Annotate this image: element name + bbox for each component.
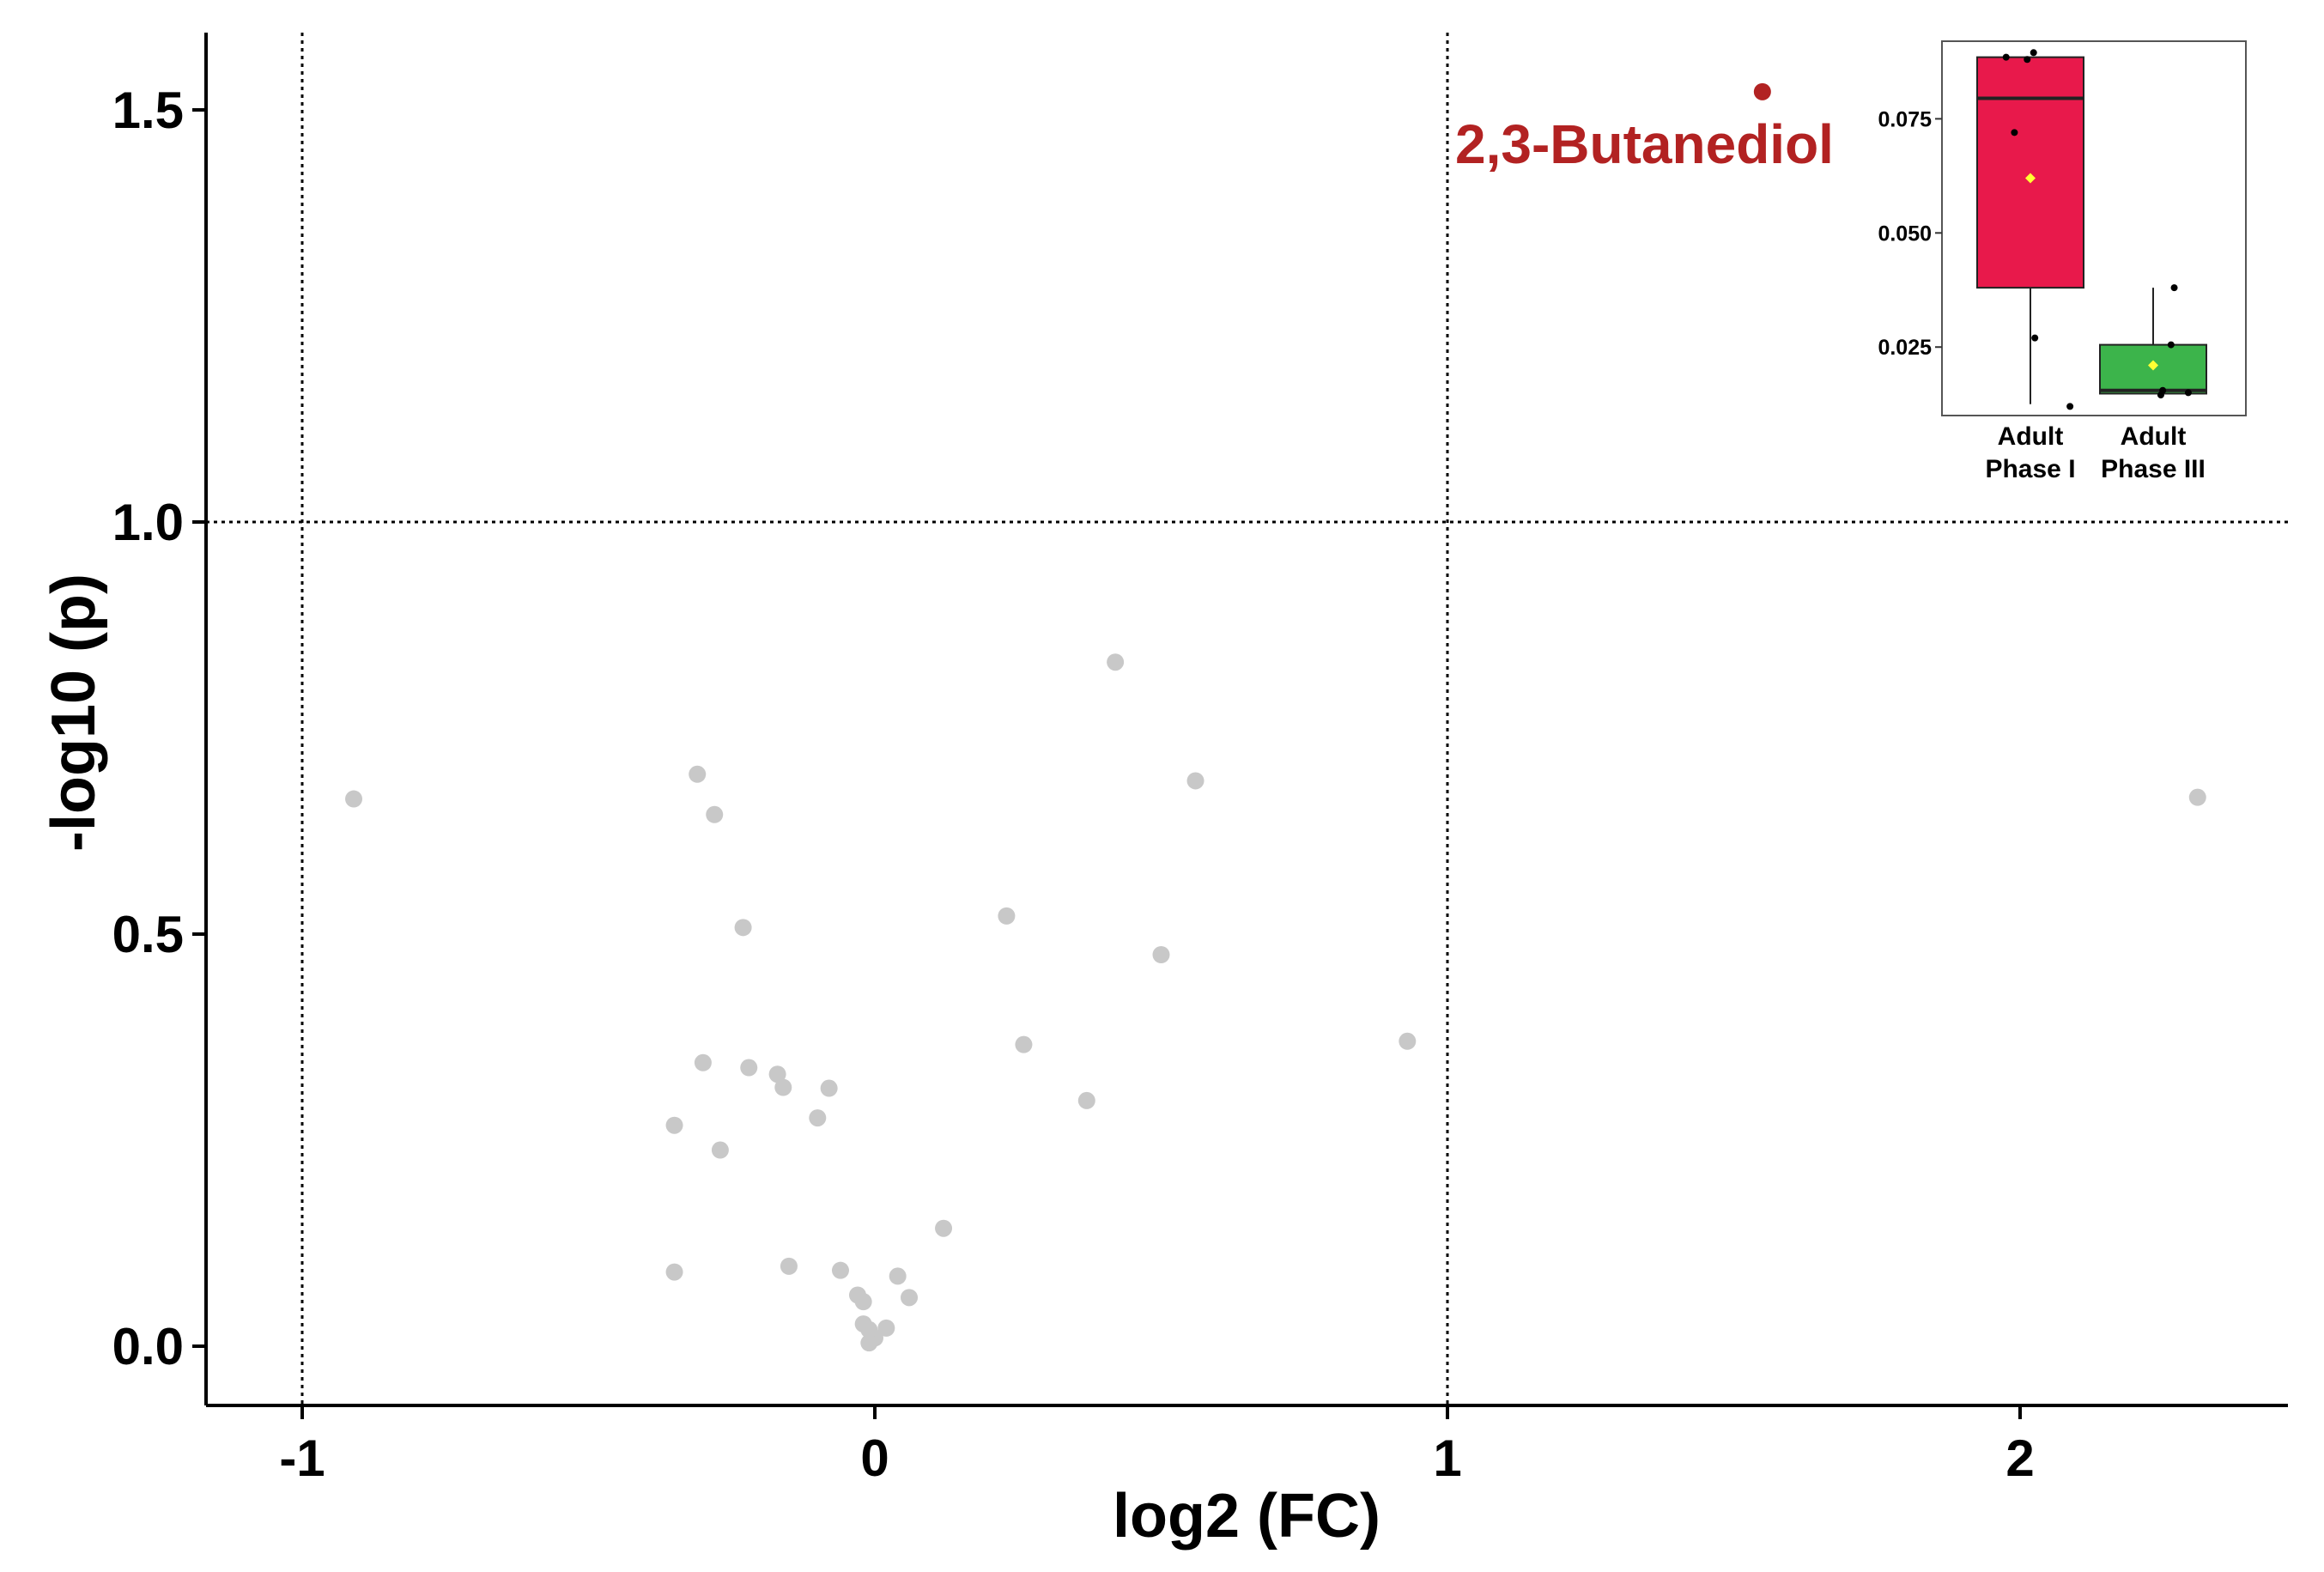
inset-y-ticks: 0.025 0.050 0.075 [1878,107,1942,360]
inset-y-tick-label: 0.050 [1878,222,1932,246]
inset-point [2184,389,2192,397]
data-point [1399,1032,1417,1050]
data-point [711,1141,729,1159]
y-tick-label: 1.5 [112,82,184,139]
data-point [1152,946,1170,963]
inset-point [2167,341,2175,349]
data-point [860,1334,878,1352]
x-tick-label: 0 [860,1429,889,1487]
data-point [780,1257,798,1275]
data-point [774,1078,792,1096]
y-tick-label: 0.5 [112,906,184,963]
highlight-layer: 2,3-Butanediol [1455,82,1834,175]
data-point [889,1267,907,1285]
y-ticks: 0.0 0.5 1.0 1.5 [112,82,206,1375]
inset-category-label: Phase I [1985,455,2075,483]
data-point [689,765,707,783]
data-point [694,1053,712,1071]
data-point [820,1079,838,1097]
data-point [1077,1091,1095,1109]
y-tick-label: 0.0 [112,1318,184,1375]
inset-category-labels: Adult Phase I Adult Phase III [1985,422,2205,483]
data-points [345,653,2206,1352]
data-point [831,1261,849,1279]
inset-point [2002,53,2010,61]
x-tick-label: 2 [2005,1429,2034,1487]
inset-mean-marker [2148,360,2158,371]
inset-point [2024,56,2031,64]
inset-boxes [1976,49,2207,410]
x-ticks: -1 0 1 2 [279,1405,2035,1487]
inset-y-tick-label: 0.025 [1878,336,1932,360]
inset-point [2159,386,2167,394]
inset-box [1976,56,2084,289]
data-point [740,1059,758,1077]
inset-category-label: Adult [2121,422,2187,451]
data-point [734,919,752,937]
x-axis-title: log2 (FC) [1113,1482,1380,1551]
main-axes [204,33,2288,1407]
inset-category-label: Phase III [2101,455,2206,483]
data-point [706,805,724,823]
data-point [345,790,363,808]
data-point [665,1263,683,1281]
inset-boxplot: 0.025 0.050 0.075 Adult Phase I Adult Phase I… [1878,40,2247,483]
inset-point [2031,334,2039,342]
data-point [1186,772,1204,790]
data-point [901,1289,919,1307]
inset-point [2030,49,2037,57]
data-point [877,1319,895,1337]
data-point [809,1109,827,1127]
y-tick-label: 1.0 [112,494,184,551]
highlight-point [1753,82,1771,100]
inset-mean-marker [2025,173,2036,184]
inset-point [2011,129,2018,137]
data-point [854,1293,872,1311]
data-point [998,907,1016,925]
highlight-label: 2,3-Butanediol [1455,113,1834,175]
data-point [768,1065,786,1083]
x-tick-label: 1 [1433,1429,1461,1487]
inset-category-label: Adult [1998,422,2064,451]
x-tick-label: -1 [279,1429,325,1487]
data-point [665,1116,683,1134]
inset-y-tick-label: 0.075 [1878,107,1932,131]
y-axis-title: -log10 (p) [39,574,108,852]
data-point [1015,1035,1033,1053]
inset-point [2066,403,2074,410]
threshold-lines [206,33,2288,1405]
data-point [2188,788,2206,806]
data-point [1107,653,1125,671]
data-point [935,1219,953,1237]
inset-point [2170,284,2178,292]
